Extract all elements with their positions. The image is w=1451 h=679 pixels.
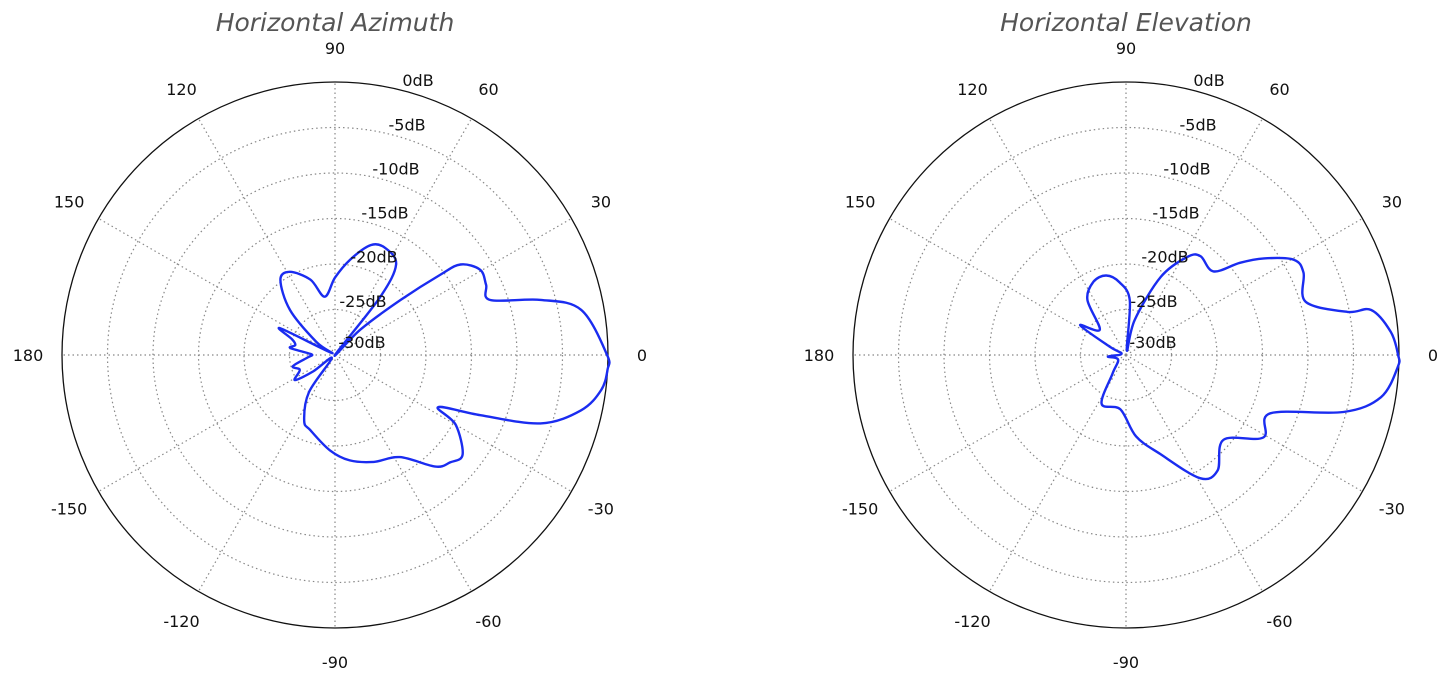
pattern-curve <box>1078 253 1401 481</box>
radial-tick-label: -15dB <box>361 204 408 223</box>
grid-spoke <box>1125 217 1363 356</box>
angle-tick-label: 150 <box>845 193 876 212</box>
angle-tick-label: 0 <box>637 346 647 365</box>
angle-tick-label: 180 <box>804 346 835 365</box>
angle-tick-label: 120 <box>166 80 197 99</box>
angle-tick-label: 30 <box>591 193 611 212</box>
radial-tick-label: -25dB <box>339 292 386 311</box>
angle-tick-label: 0 <box>1428 346 1438 365</box>
grid-spoke <box>889 354 1127 493</box>
angle-tick-label: -30 <box>588 500 614 519</box>
grid-ring <box>152 172 518 538</box>
angle-tick-label: -120 <box>954 612 990 631</box>
angle-tick-label: -150 <box>51 500 87 519</box>
radial-tick-label: -20dB <box>1141 248 1188 267</box>
grid-ring <box>897 126 1355 584</box>
polar-chart-elevation: Horizontal Elevation 0 30 60 90 120 150 180 -150… <box>804 8 1438 672</box>
grid-spoke <box>98 217 336 356</box>
radial-tick-label: -15dB <box>1152 204 1199 223</box>
grid-spoke <box>1125 118 1264 356</box>
angle-tick-label: -60 <box>475 612 501 631</box>
grid-ring <box>943 172 1309 538</box>
radial-tick-label: -5dB <box>1179 115 1216 134</box>
grid-spoke <box>334 118 473 356</box>
angle-tick-label: 60 <box>1269 80 1289 99</box>
angle-tick-label: 120 <box>957 80 988 99</box>
grid-spoke <box>1125 354 1264 592</box>
radial-tick-label: -30dB <box>338 333 385 352</box>
angle-tick-label: -150 <box>842 500 878 519</box>
angle-tick-label: -30 <box>1379 500 1405 519</box>
radial-tick-label: -20dB <box>350 248 397 267</box>
radial-tick-label: -25dB <box>1130 292 1177 311</box>
radial-tick-label: -30dB <box>1129 333 1176 352</box>
radial-tick-label: -10dB <box>372 159 419 178</box>
grid-ring <box>106 126 564 584</box>
angle-tick-label: 90 <box>325 39 345 58</box>
grid-spoke <box>1125 354 1363 493</box>
grid-spoke <box>98 354 336 493</box>
angle-tick-label: -90 <box>1113 653 1139 672</box>
grid-spoke <box>197 118 336 356</box>
angle-tick-label: 30 <box>1382 193 1402 212</box>
grid-spoke <box>988 118 1127 356</box>
angle-tick-label: -120 <box>163 612 199 631</box>
angle-tick-label: -90 <box>322 653 348 672</box>
chart-title: Horizontal Azimuth <box>216 8 455 37</box>
grid-spoke <box>334 354 473 592</box>
radial-tick-label: -5dB <box>388 115 425 134</box>
angle-tick-label: -60 <box>1266 612 1292 631</box>
grid-spoke <box>334 217 572 356</box>
angle-tick-label: 60 <box>478 80 498 99</box>
angle-tick-label: 180 <box>13 346 44 365</box>
angle-tick-label: 150 <box>54 193 85 212</box>
angle-tick-label: 90 <box>1116 39 1136 58</box>
polar-chart-azimuth: Horizontal Azimuth 0 30 60 90 120 150 180 -150 -1… <box>13 8 647 672</box>
grid-spoke <box>197 354 336 592</box>
pattern-curve <box>277 243 611 468</box>
grid-spoke <box>334 354 572 493</box>
chart-title: Horizontal Elevation <box>1000 8 1252 37</box>
radial-tick-label: 0dB <box>402 71 433 90</box>
radial-tick-label: 0dB <box>1193 71 1224 90</box>
radial-tick-label: -10dB <box>1163 159 1210 178</box>
grid-spoke <box>889 217 1127 356</box>
